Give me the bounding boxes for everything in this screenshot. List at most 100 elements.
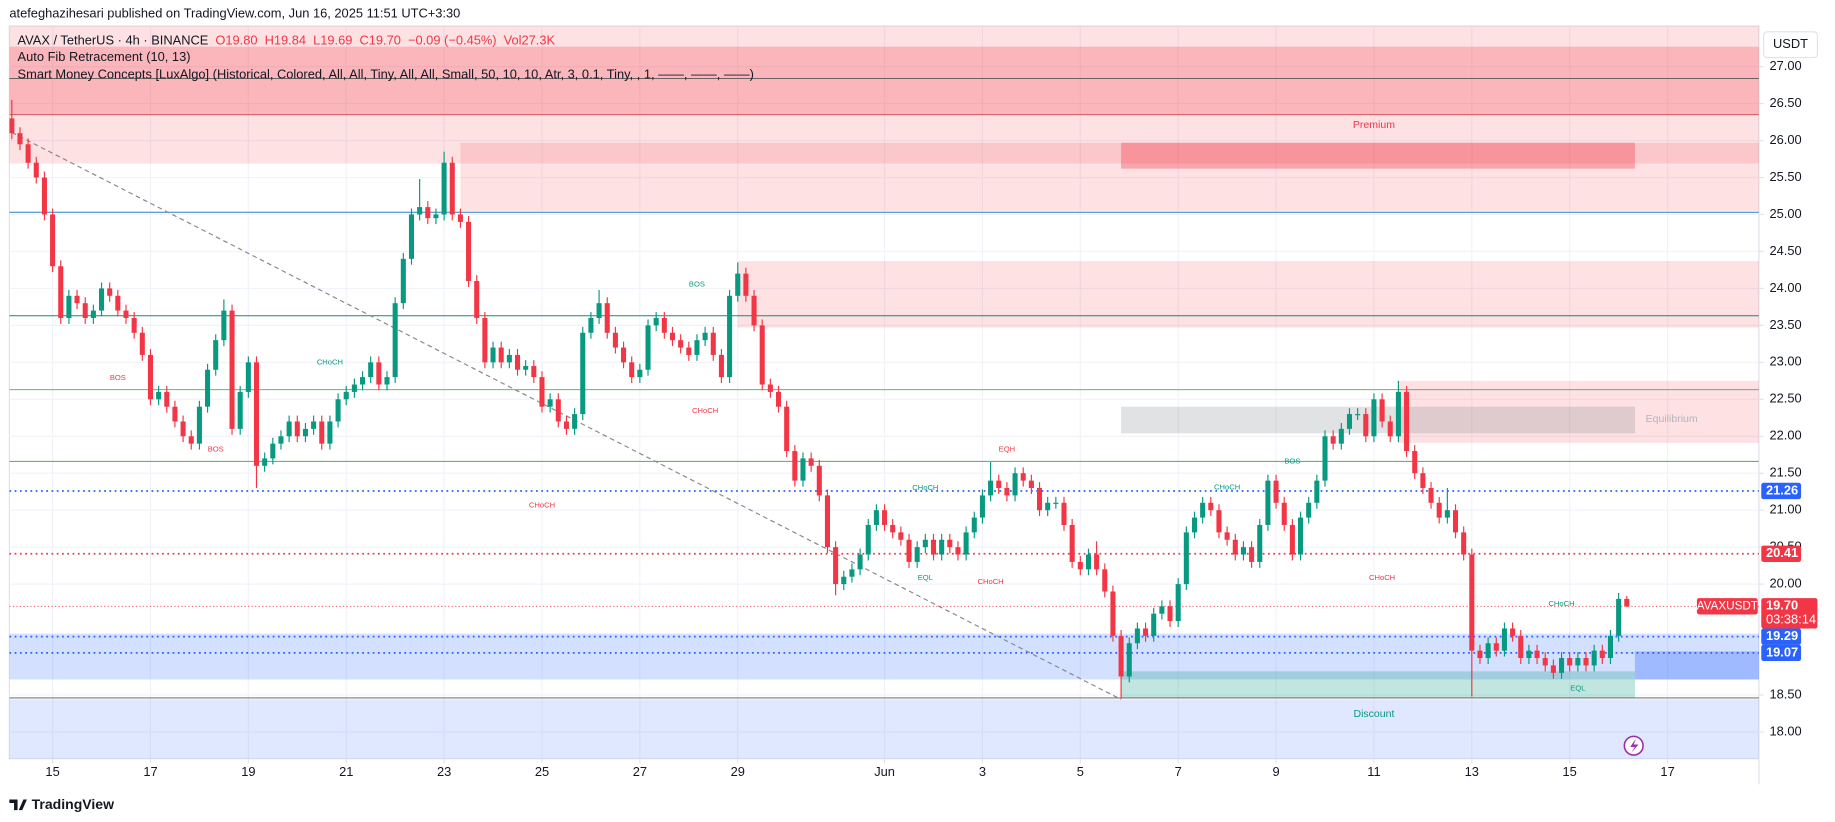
candle-body (1289, 524, 1295, 555)
candle-body (99, 288, 105, 311)
candle-body (710, 332, 716, 355)
zone (9, 699, 1759, 759)
candle-body (474, 281, 480, 318)
candle-body (1232, 539, 1238, 555)
candle-body (767, 384, 773, 392)
candle-body (449, 162, 455, 215)
candle-body (237, 391, 243, 429)
candle-body (384, 377, 390, 385)
candle-body (335, 399, 341, 422)
y-tick-label: 25.00 (1769, 206, 1801, 221)
candle-body (588, 317, 594, 333)
candle-body (1469, 554, 1475, 651)
candle-body (661, 317, 667, 333)
candle-body (1420, 473, 1426, 489)
candle-body (1559, 658, 1565, 673)
candle-body (694, 340, 700, 355)
candle-body (9, 118, 15, 134)
candle-body (245, 362, 251, 392)
candle-body (156, 391, 162, 400)
candle-body (1306, 502, 1312, 518)
candle-body (637, 369, 643, 378)
candle-body (882, 510, 888, 525)
candle-body (1167, 606, 1173, 622)
candle-body (58, 266, 64, 318)
candle-body (1126, 643, 1132, 677)
candle-body (1395, 391, 1401, 437)
candle-body (1436, 502, 1442, 518)
candle-body (539, 377, 545, 407)
legend-value: O19.80 (215, 33, 257, 48)
price-label: 21.26 (1766, 482, 1798, 497)
candle-body (205, 369, 211, 407)
currency-box (1763, 31, 1819, 59)
annotation: CHoCH (1369, 573, 1395, 582)
candle-body (906, 539, 912, 562)
x-tick-label: 11 (1367, 764, 1380, 779)
zone (460, 142, 1759, 211)
candle-body (1404, 391, 1410, 452)
candle-body (25, 144, 31, 163)
candle-body (188, 436, 194, 444)
candle-body (629, 362, 635, 378)
candle-body (196, 406, 202, 444)
brand-logo (9, 799, 27, 811)
candle-body (425, 207, 431, 219)
candle-body (1346, 414, 1353, 429)
zone (9, 46, 1759, 115)
price-label: 20.41 (1766, 545, 1798, 560)
candle-body (1224, 532, 1230, 540)
price-label: 19.07 (1766, 644, 1798, 659)
candle-body (1273, 480, 1279, 503)
candle-body (808, 458, 814, 466)
candle-body (278, 436, 284, 444)
candle-body (213, 340, 219, 370)
annotation: BOS (208, 445, 224, 454)
candle-body (433, 214, 439, 219)
candle-body (1493, 643, 1499, 651)
candle-body (1265, 480, 1271, 525)
x-tick-label: 15 (1563, 764, 1577, 779)
candle-body (775, 391, 782, 407)
price-label-box (1761, 628, 1802, 645)
candle-body (1102, 569, 1108, 592)
candle-body (286, 421, 292, 437)
candle-body (1004, 488, 1010, 496)
candle-body (718, 354, 724, 378)
legend-value: −0.09 (−0.45%) (408, 33, 497, 48)
candle-body (1477, 650, 1483, 659)
candle-body (270, 443, 276, 459)
candle-body (17, 133, 23, 145)
candle-body (1257, 524, 1263, 562)
legend-value: Vol27.3K (504, 33, 556, 48)
candle-body (107, 288, 113, 296)
y-tick-label: 26.50 (1769, 95, 1801, 110)
candle-body (555, 399, 561, 422)
candle-body (572, 414, 578, 429)
candle-body (930, 539, 937, 555)
x-tick-label: 9 (1272, 764, 1279, 779)
symbol-box (1696, 598, 1758, 615)
legend-value: H19.84 (265, 33, 306, 48)
candle-body (66, 295, 72, 318)
candle-body (1518, 635, 1524, 659)
x-tick-label: 15 (45, 764, 59, 779)
candle-body (523, 366, 529, 370)
candle-body (139, 332, 145, 355)
candle-body (1216, 510, 1222, 533)
candle-body (735, 273, 741, 296)
candle-body (1542, 658, 1548, 666)
y-tick-label: 22.00 (1769, 428, 1801, 443)
candle-body (1314, 480, 1320, 503)
candle-body (41, 177, 47, 215)
candle-body (939, 539, 945, 555)
indicator-name: Auto Fib Retracement (10, 13) (18, 49, 191, 64)
candle-body (1616, 598, 1622, 636)
y-tick-label: 21.50 (1769, 465, 1801, 480)
candle-body (678, 340, 684, 348)
y-tick-label: 21.00 (1769, 502, 1801, 517)
zone (1634, 651, 1759, 680)
candle-body (400, 258, 406, 304)
x-tick-label: 5 (1077, 764, 1084, 779)
candle-body (302, 428, 308, 437)
